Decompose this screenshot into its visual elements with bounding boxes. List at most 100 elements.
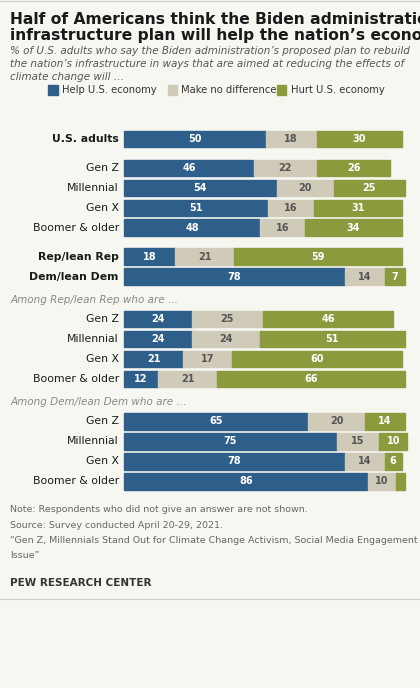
- Text: 66: 66: [304, 374, 318, 384]
- Bar: [308, 413, 365, 430]
- Text: 31: 31: [351, 203, 365, 213]
- Bar: [345, 453, 385, 470]
- Bar: [124, 351, 184, 367]
- Text: Note: Respondents who did not give an answer are not shown.: Note: Respondents who did not give an an…: [10, 506, 308, 515]
- Bar: [345, 268, 385, 285]
- Bar: [277, 85, 286, 95]
- Text: 21: 21: [147, 354, 160, 364]
- Text: 21: 21: [198, 252, 211, 261]
- Text: Rep/lean Rep: Rep/lean Rep: [38, 252, 119, 261]
- Text: Gen X: Gen X: [86, 354, 119, 364]
- Text: 48: 48: [185, 223, 199, 233]
- Text: 25: 25: [220, 314, 234, 324]
- Text: 16: 16: [284, 203, 298, 213]
- Bar: [124, 200, 268, 216]
- Bar: [268, 200, 314, 216]
- Bar: [124, 473, 368, 490]
- Text: 46: 46: [321, 314, 335, 324]
- Bar: [266, 131, 317, 147]
- Bar: [124, 331, 192, 347]
- Text: 14: 14: [358, 456, 372, 466]
- Text: Dem/lean Dem: Dem/lean Dem: [29, 272, 119, 281]
- Bar: [218, 371, 404, 387]
- Text: Boomer & older: Boomer & older: [33, 476, 119, 486]
- Bar: [385, 453, 402, 470]
- Text: 18: 18: [284, 134, 298, 144]
- Bar: [175, 248, 234, 265]
- Bar: [192, 311, 263, 327]
- Bar: [168, 85, 177, 95]
- Bar: [158, 371, 218, 387]
- Text: 21: 21: [181, 374, 194, 384]
- Text: 86: 86: [239, 476, 252, 486]
- Text: 78: 78: [228, 456, 241, 466]
- Text: 51: 51: [189, 203, 203, 213]
- Text: Source: Survey conducted April 20-29, 2021.: Source: Survey conducted April 20-29, 20…: [10, 521, 223, 530]
- Text: 6: 6: [390, 456, 396, 466]
- Bar: [124, 268, 345, 285]
- Text: Gen Z: Gen Z: [86, 163, 119, 173]
- Text: 20: 20: [299, 183, 312, 193]
- Bar: [385, 268, 404, 285]
- Text: Issue”: Issue”: [10, 551, 39, 560]
- Text: “Gen Z, Millennials Stand Out for Climate Change Activism, Social Media Engageme: “Gen Z, Millennials Stand Out for Climat…: [10, 536, 420, 545]
- Text: 25: 25: [362, 183, 376, 193]
- Bar: [365, 413, 404, 430]
- Text: 24: 24: [151, 314, 165, 324]
- Bar: [232, 351, 402, 367]
- Bar: [368, 473, 396, 490]
- Text: Help U.S. economy: Help U.S. economy: [62, 85, 156, 95]
- Text: 10: 10: [386, 436, 400, 447]
- Text: 15: 15: [351, 436, 365, 447]
- Text: 34: 34: [347, 223, 360, 233]
- Text: 54: 54: [194, 183, 207, 193]
- Text: 26: 26: [347, 163, 360, 173]
- Bar: [124, 180, 277, 196]
- Bar: [124, 433, 336, 450]
- Text: 20: 20: [330, 416, 343, 427]
- Text: Make no difference: Make no difference: [181, 85, 277, 95]
- Text: 10: 10: [375, 476, 388, 486]
- Bar: [124, 371, 158, 387]
- Text: % of U.S. adults who say the Biden administration’s proposed plan to rebuild
the: % of U.S. adults who say the Biden admin…: [10, 46, 410, 82]
- Bar: [317, 160, 391, 176]
- Bar: [336, 433, 379, 450]
- Text: U.S. adults: U.S. adults: [52, 134, 119, 144]
- Text: 51: 51: [326, 334, 339, 344]
- Bar: [263, 311, 393, 327]
- Text: Millennial: Millennial: [67, 334, 119, 344]
- Text: Among Rep/lean Rep who are …: Among Rep/lean Rep who are …: [10, 295, 178, 305]
- Bar: [334, 180, 404, 196]
- Text: 22: 22: [279, 163, 292, 173]
- Text: 17: 17: [201, 354, 214, 364]
- Bar: [124, 413, 308, 430]
- Text: 18: 18: [143, 252, 156, 261]
- Text: Among Dem/lean Dem who are …: Among Dem/lean Dem who are …: [10, 398, 187, 407]
- Text: Gen X: Gen X: [86, 456, 119, 466]
- Bar: [317, 131, 402, 147]
- Bar: [314, 200, 402, 216]
- Bar: [260, 219, 305, 236]
- Bar: [124, 311, 192, 327]
- Text: Gen X: Gen X: [86, 203, 119, 213]
- Bar: [124, 219, 260, 236]
- Bar: [379, 433, 407, 450]
- Text: 46: 46: [182, 163, 196, 173]
- Text: 78: 78: [228, 272, 241, 281]
- Text: PEW RESEARCH CENTER: PEW RESEARCH CENTER: [10, 579, 152, 588]
- Text: 30: 30: [352, 134, 366, 144]
- Bar: [192, 331, 260, 347]
- Text: 7: 7: [391, 272, 398, 281]
- Bar: [305, 219, 402, 236]
- Text: Half of Americans think the Biden administration’s: Half of Americans think the Biden admini…: [10, 12, 420, 28]
- Text: Millennial: Millennial: [67, 436, 119, 447]
- Text: Millennial: Millennial: [67, 183, 119, 193]
- Text: Hurt U.S. economy: Hurt U.S. economy: [291, 85, 384, 95]
- Text: 16: 16: [276, 223, 289, 233]
- Text: 75: 75: [223, 436, 237, 447]
- Bar: [124, 248, 175, 265]
- Text: Gen Z: Gen Z: [86, 416, 119, 427]
- Text: Gen Z: Gen Z: [86, 314, 119, 324]
- Text: 60: 60: [310, 354, 323, 364]
- Bar: [124, 131, 266, 147]
